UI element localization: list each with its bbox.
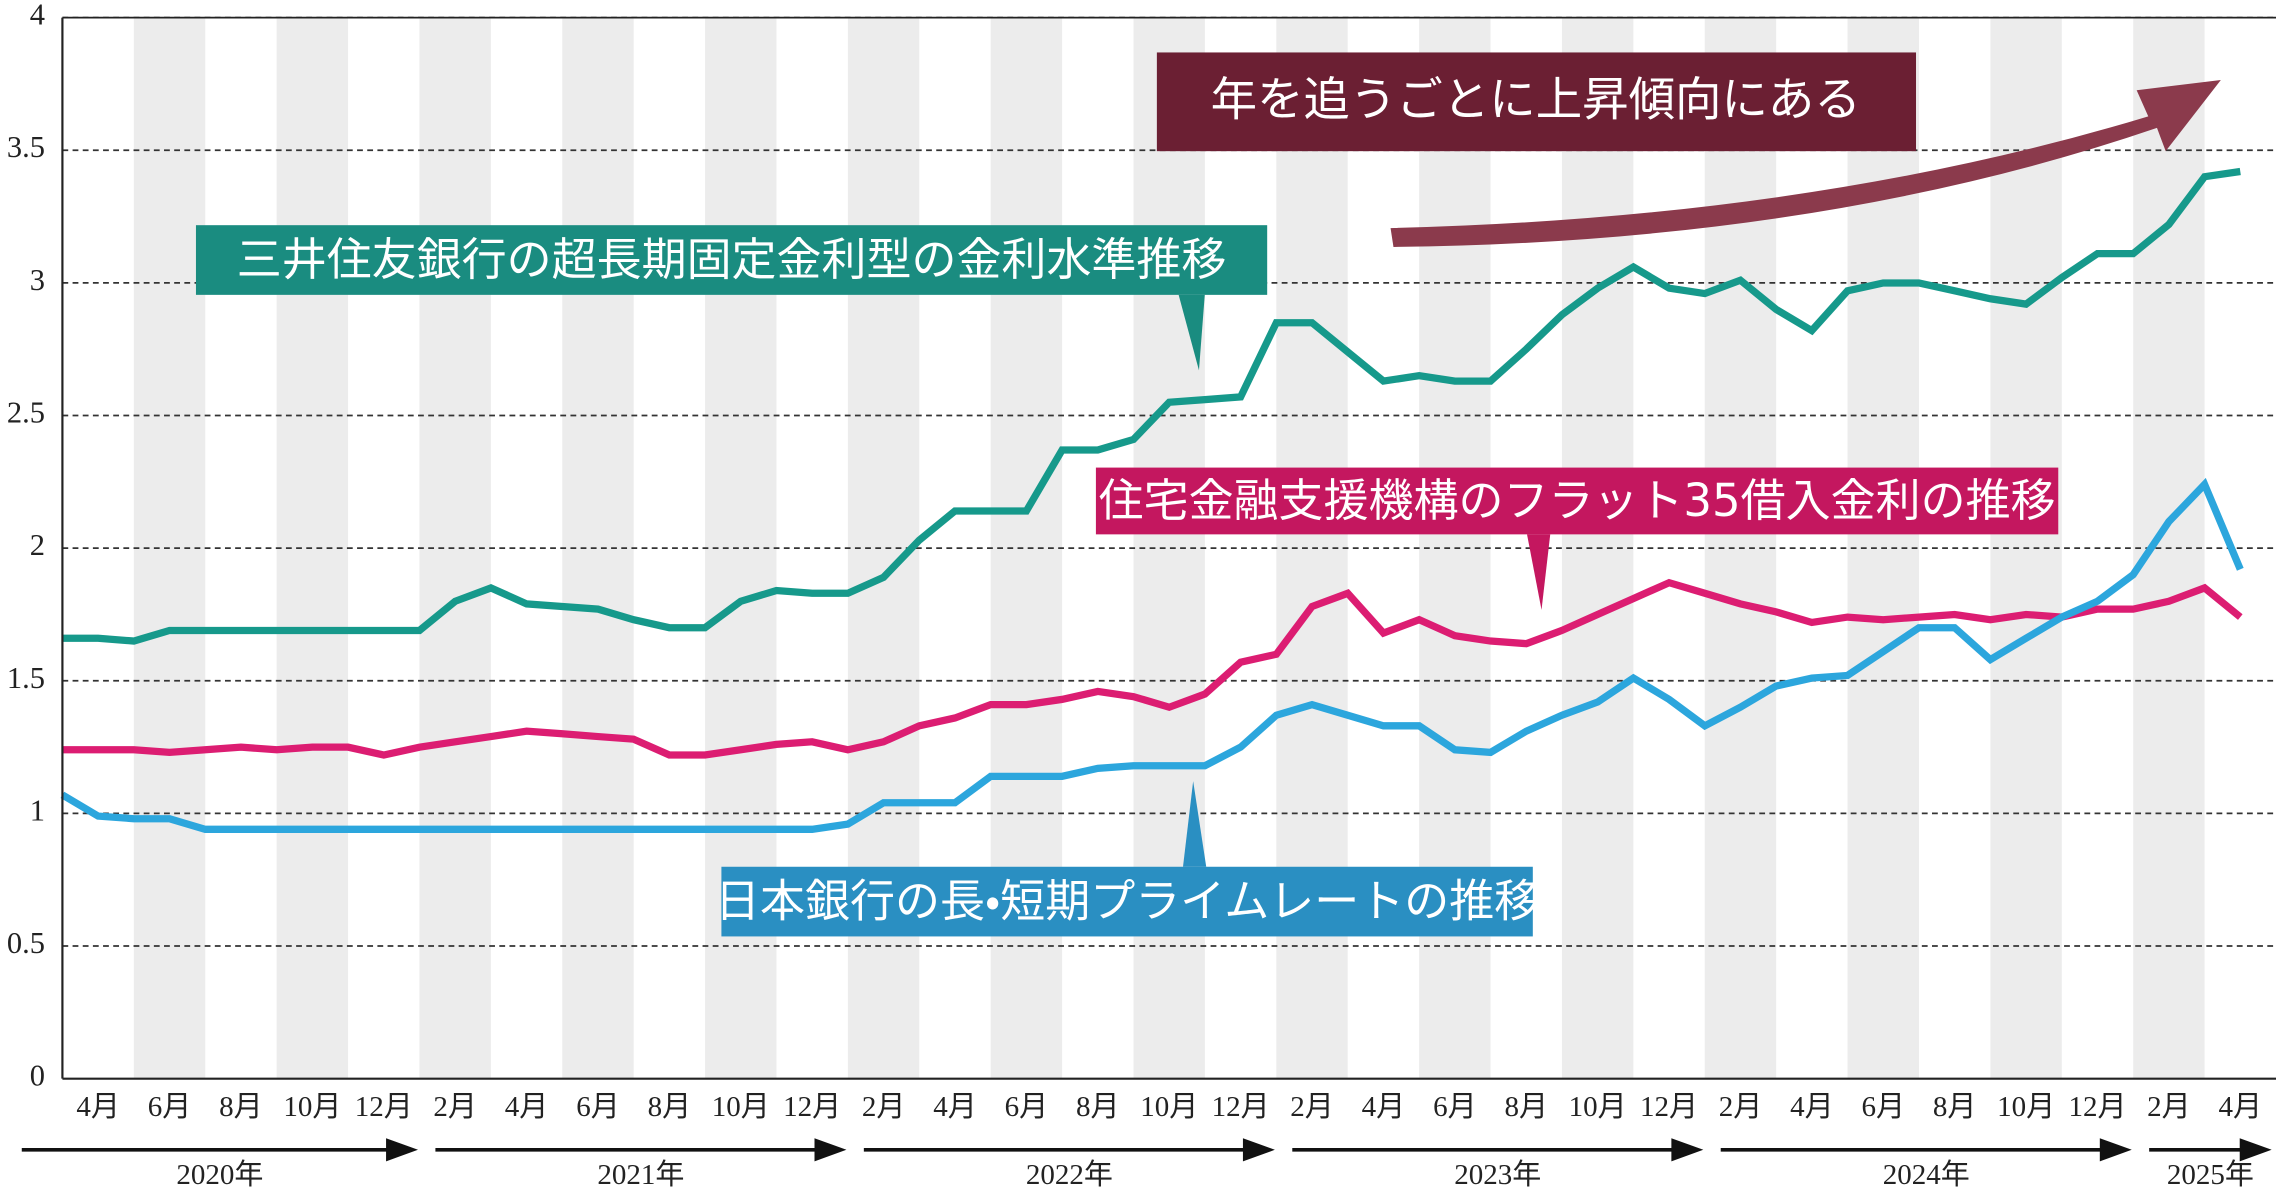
label-pointer xyxy=(1178,294,1205,371)
series-line xyxy=(60,477,2244,833)
x-tick-label: 8月 xyxy=(219,1091,263,1123)
x-tick-label: 2月 xyxy=(1290,1091,1334,1123)
x-tick-label: 6月 xyxy=(1433,1091,1477,1123)
x-tick-label: 10月 xyxy=(1569,1091,1627,1123)
year-arrow-head xyxy=(386,1138,418,1162)
year-label: 2025年 xyxy=(2167,1158,2254,1191)
x-tick-label: 12月 xyxy=(2068,1091,2126,1123)
x-tick-label: 2月 xyxy=(2147,1091,2191,1123)
y-tick-label: 2.5 xyxy=(7,396,45,430)
x-tick-label: 10月 xyxy=(712,1091,770,1123)
x-tick-label: 6月 xyxy=(148,1091,192,1123)
x-tick-label: 12月 xyxy=(783,1091,841,1123)
y-tick-label: 1.5 xyxy=(7,661,45,695)
series-label-box xyxy=(195,225,1268,295)
year-label: 2024年 xyxy=(1883,1158,1970,1191)
x-tick-label: 12月 xyxy=(355,1091,413,1123)
x-tick-label: 6月 xyxy=(1005,1091,1049,1123)
label-pointer xyxy=(1182,781,1207,867)
year-label: 2021年 xyxy=(597,1158,684,1191)
x-tick-label: 10月 xyxy=(1997,1091,2055,1123)
x-tick-label: 4月 xyxy=(1790,1091,1834,1123)
series-label-box xyxy=(721,866,1533,937)
x-tick-label: 4月 xyxy=(76,1091,120,1123)
x-tick-label: 2月 xyxy=(862,1091,906,1123)
x-tick-label: 8月 xyxy=(1076,1091,1120,1123)
x-tick-label: 4月 xyxy=(2219,1091,2263,1123)
y-tick-label: 0.5 xyxy=(7,926,45,960)
year-label: 2023年 xyxy=(1454,1158,1541,1191)
y-tick-label: 3.5 xyxy=(7,130,45,164)
series-label: 住宅金融支援機構のフラット35借入金利の推移 xyxy=(1099,474,2056,527)
x-tick-label: 8月 xyxy=(1933,1091,1977,1123)
x-tick-label: 10月 xyxy=(1140,1091,1198,1123)
x-tick-label: 10月 xyxy=(283,1091,341,1123)
series-line xyxy=(62,167,2241,645)
annotation-box xyxy=(1156,52,1917,152)
year-arrow-head xyxy=(2099,1138,2132,1162)
annotation: 年を追うごとに上昇傾向にある xyxy=(1211,73,1861,127)
y-tick-label: 1 xyxy=(30,793,45,827)
x-tick-label: 4月 xyxy=(505,1091,549,1123)
x-tick-label: 4月 xyxy=(933,1091,977,1123)
year-arrow-head xyxy=(2239,1138,2272,1162)
x-tick-label: 8月 xyxy=(1504,1091,1548,1123)
trend-arrow xyxy=(1390,80,2221,247)
y-tick-label: 3 xyxy=(30,263,45,297)
x-tick-label: 4月 xyxy=(1362,1091,1406,1123)
label-pointer xyxy=(1527,534,1551,610)
y-tick-label: 0 xyxy=(30,1059,45,1093)
y-tick-label: 2 xyxy=(30,528,45,562)
year-arrow-head xyxy=(1671,1138,1704,1162)
x-tick-label: 12月 xyxy=(1212,1091,1270,1123)
year-arrow-head xyxy=(814,1138,847,1162)
series-line xyxy=(62,578,2243,759)
y-tick-label: 4 xyxy=(30,0,45,32)
year-label: 2022年 xyxy=(1026,1158,1113,1191)
x-tick-label: 8月 xyxy=(648,1091,692,1123)
x-tick-label: 12月 xyxy=(1640,1091,1698,1123)
series-label: 三井住友銀行の超長期固定金利型の金利水準推移 xyxy=(237,233,1227,286)
series-label: 日本銀行の長・短期プライムレートの推移 xyxy=(715,874,1539,927)
year-label: 2020年 xyxy=(176,1158,263,1191)
x-tick-label: 6月 xyxy=(1862,1091,1906,1123)
year-arrow-head xyxy=(1242,1138,1275,1162)
x-tick-label: 6月 xyxy=(576,1091,620,1123)
x-tick-label: 2月 xyxy=(1719,1091,1763,1123)
series-label-box xyxy=(1095,467,2059,535)
x-tick-label: 2月 xyxy=(433,1091,477,1123)
